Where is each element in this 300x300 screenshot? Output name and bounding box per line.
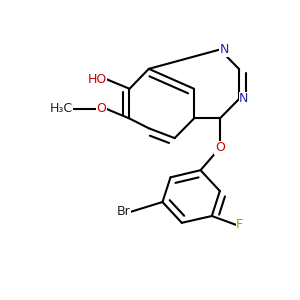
Text: F: F bbox=[236, 218, 243, 231]
Text: Br: Br bbox=[117, 205, 131, 218]
Text: O: O bbox=[215, 141, 225, 154]
Text: HO: HO bbox=[87, 73, 106, 86]
Text: N: N bbox=[220, 43, 229, 56]
Text: O: O bbox=[97, 103, 106, 116]
Text: N: N bbox=[239, 92, 248, 105]
Text: H₃C: H₃C bbox=[50, 103, 73, 116]
